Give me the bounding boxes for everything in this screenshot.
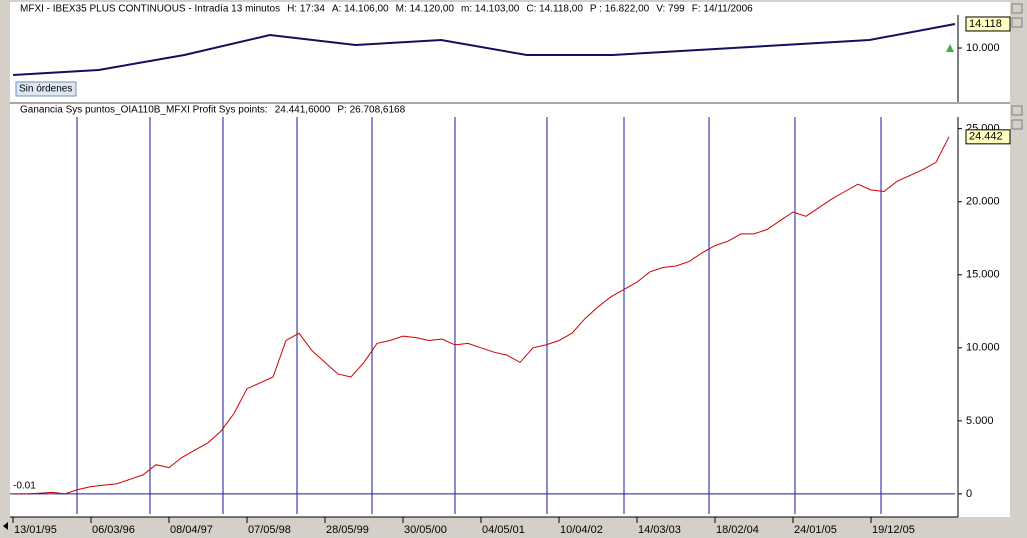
header-text: P: 26.708,6168 xyxy=(337,105,405,116)
signal-marker xyxy=(946,44,954,52)
y-tick-label: 5.000 xyxy=(966,415,994,427)
x-tick-label: 10/04/02 xyxy=(560,524,603,536)
x-tick-label: 13/01/95 xyxy=(14,524,57,536)
x-tick-label: 04/05/01 xyxy=(482,524,525,536)
header-text: V: 799 xyxy=(656,4,685,15)
price-line xyxy=(12,23,956,76)
x-tick-label: 14/03/03 xyxy=(638,524,681,536)
bottom-panel xyxy=(10,104,1010,517)
header-text: H: 17:34 xyxy=(287,4,325,15)
status-box xyxy=(15,81,77,97)
y-tick-label: 0 xyxy=(966,488,972,500)
last-value-label: 24.442 xyxy=(969,131,1003,143)
y-tick-label: 10.000 xyxy=(966,42,1000,54)
value-label: -0.01 xyxy=(13,481,36,492)
x-tick-label: 08/04/97 xyxy=(170,524,213,536)
header-text: A: 14.106,00 xyxy=(332,4,389,15)
header-text: 24.441,6000 xyxy=(275,105,331,116)
session-separators xyxy=(76,117,882,514)
y-tick-label: 10.000 xyxy=(966,342,1000,354)
maximize-button[interactable] xyxy=(1011,17,1023,28)
scroll-left[interactable] xyxy=(3,522,8,530)
x-tick-label: 18/02/04 xyxy=(716,524,759,536)
header-text: m: 14.103,00 xyxy=(461,4,520,15)
y-tick-label: 15.000 xyxy=(966,269,1000,281)
minimize-button[interactable] xyxy=(1011,3,1023,14)
header-text: P : 16.822,00 xyxy=(590,4,650,15)
x-tick-label: 06/03/96 xyxy=(92,524,135,536)
header-text: F: 14/11/2006 xyxy=(692,4,753,15)
status-text: Sin órdenes xyxy=(19,84,72,95)
header-text: Ganancia Sys puntos_OIA110B_MFXI Profit … xyxy=(20,105,268,116)
y-tick-label: 20.000 xyxy=(966,196,1000,208)
maximize-button[interactable] xyxy=(1011,119,1023,130)
header-text: M: 14.120,00 xyxy=(396,4,455,15)
x-tick-label: 28/05/99 xyxy=(326,524,369,536)
header-text: C: 14.118,00 xyxy=(526,4,583,15)
x-tick-label: 30/05/00 xyxy=(404,524,447,536)
x-tick-label: 07/05/98 xyxy=(248,524,291,536)
header-text: MFXI - IBEX35 PLUS CONTINUOUS - Intradía… xyxy=(20,4,280,15)
x-tick-label: 19/12/05 xyxy=(872,524,915,536)
last-value-box xyxy=(965,129,1011,145)
last-value-label: 14.118 xyxy=(969,18,1002,30)
minimize-button[interactable] xyxy=(1011,105,1023,116)
x-tick-label: 24/01/05 xyxy=(794,524,837,536)
last-value-box xyxy=(965,16,1011,32)
price-line xyxy=(13,136,950,495)
